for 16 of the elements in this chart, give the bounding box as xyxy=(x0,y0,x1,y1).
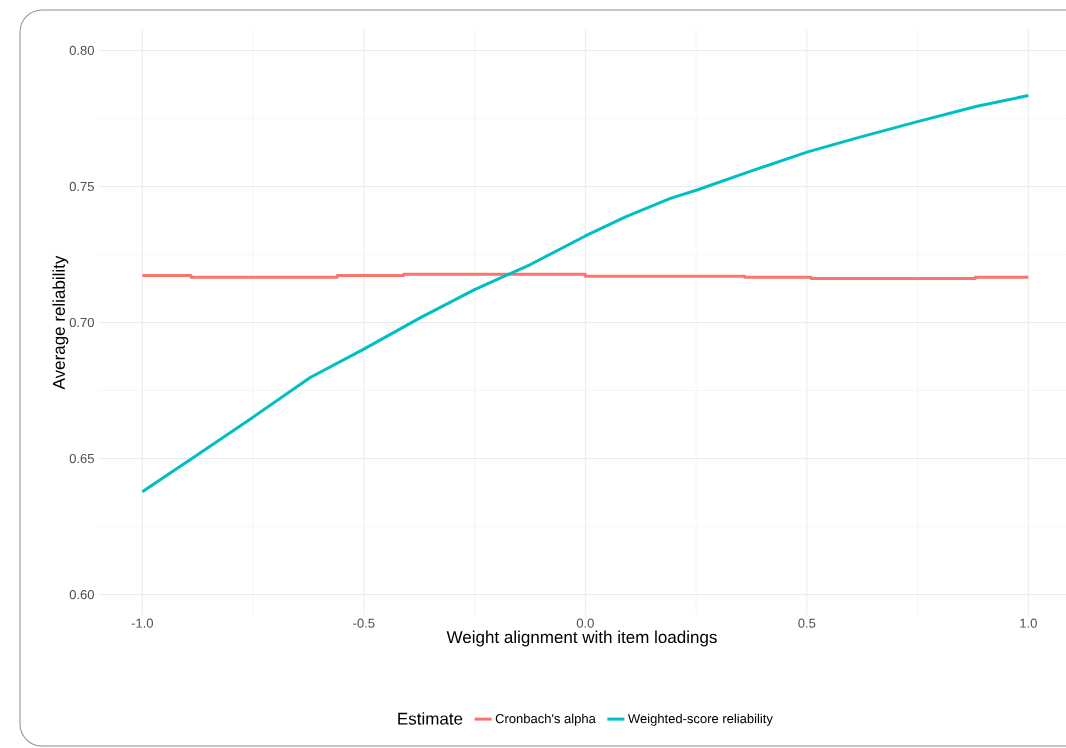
y-axis-title: Average reliability xyxy=(52,255,69,390)
line-series xyxy=(140,94,1030,494)
x-tick-label: 0.0 xyxy=(576,618,594,628)
x-tick-label: -1.0 xyxy=(131,618,153,628)
legend-title: Estimate xyxy=(398,712,463,725)
x-tick-label: -0.5 xyxy=(353,618,375,628)
y-tick-label: 0.70 xyxy=(69,317,94,328)
y-tick-label: 0.80 xyxy=(69,45,94,55)
legend-label: Weighted-score reliability xyxy=(628,713,773,726)
x-axis-title: Weight alignment with item loadings xyxy=(446,630,717,647)
y-tick-label: 0.75 xyxy=(69,181,94,192)
y-tick-label: 0.65 xyxy=(69,453,94,464)
y-tick-label: 0.60 xyxy=(69,589,94,600)
x-tick-label: 0.5 xyxy=(798,618,816,628)
x-tick-label: 1.0 xyxy=(1020,618,1037,628)
legend-label: Cronbach's alpha xyxy=(495,713,596,726)
